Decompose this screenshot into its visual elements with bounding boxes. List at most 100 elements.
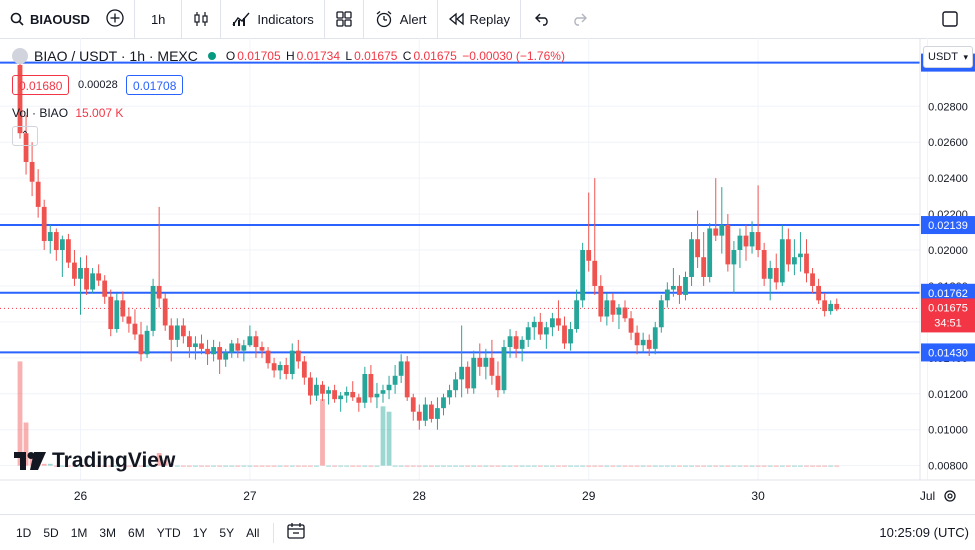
candle-body: [326, 390, 331, 394]
candle: [604, 293, 610, 326]
volume-bar: [622, 465, 628, 467]
range-button-3m[interactable]: 3M: [99, 525, 117, 540]
volume-bar: [259, 465, 265, 467]
volume-bar: [664, 465, 670, 467]
candle: [295, 339, 301, 369]
candle-body: [59, 239, 65, 251]
clock-time[interactable]: 10:25:09 (UTC): [879, 525, 969, 540]
volume-bar: [168, 463, 174, 466]
candle-body: [435, 408, 440, 419]
candle-body: [174, 325, 180, 340]
volume-bar: [610, 465, 616, 467]
volume-bar: [550, 465, 555, 467]
fullscreen-button[interactable]: [925, 0, 975, 38]
candle-body: [17, 64, 23, 134]
volume-bar: [96, 465, 102, 467]
candle: [652, 321, 658, 355]
candle-body: [834, 303, 840, 310]
alert-button[interactable]: Alert: [364, 0, 438, 38]
candle: [96, 264, 102, 286]
goto-date-button[interactable]: [286, 522, 306, 543]
candle-body: [416, 411, 422, 421]
replay-button[interactable]: Replay: [438, 0, 521, 38]
candle: [737, 228, 743, 268]
interval-button[interactable]: 1h: [135, 0, 183, 38]
volume-bar: [779, 465, 785, 467]
candle-body: [828, 303, 834, 312]
candle-body: [622, 307, 628, 319]
candle: [193, 336, 198, 360]
range-button-1d[interactable]: 1D: [16, 525, 32, 540]
volume-bar: [199, 465, 204, 467]
range-button-6m[interactable]: 6M: [128, 525, 145, 540]
candle: [622, 300, 628, 322]
volume-bar: [507, 465, 513, 467]
undo-button[interactable]: [521, 0, 565, 38]
candle: [398, 354, 404, 383]
range-button-all[interactable]: All: [246, 525, 260, 540]
candle: [713, 178, 719, 242]
range-button-5y[interactable]: 5Y: [219, 525, 235, 540]
volume-bar: [205, 465, 210, 467]
candle: [59, 235, 65, 277]
candle: [834, 298, 840, 312]
range-button-5d[interactable]: 5D: [43, 525, 59, 540]
candle-body: [779, 239, 785, 283]
candle: [628, 311, 634, 340]
volume-bar: [731, 465, 737, 467]
time-axis-settings-icon[interactable]: [944, 490, 956, 502]
symbol-search[interactable]: BIAOUSD: [0, 0, 135, 38]
layout-button[interactable]: [325, 0, 364, 38]
buy-price-box[interactable]: 0.01708: [126, 75, 184, 95]
candle-body: [483, 357, 489, 367]
range-button-ytd[interactable]: YTD: [156, 525, 181, 540]
volume-bar: [459, 465, 465, 467]
candle: [259, 341, 265, 358]
candle-body: [193, 343, 198, 348]
last-price-label-bg: [921, 298, 975, 333]
candle: [404, 356, 410, 401]
candle-body: [156, 285, 162, 299]
legend-title[interactable]: BIAO / USDT · 1h · MEXC: [34, 48, 198, 64]
volume-bar: [398, 465, 404, 467]
chart-legend: BIAO / USDT · 1h · MEXC O 0.01705 H 0.0173…: [12, 48, 567, 64]
level-label-bg: [921, 283, 975, 302]
range-button-1y[interactable]: 1Y: [192, 525, 208, 540]
candle: [289, 343, 295, 380]
candle-body: [519, 339, 525, 349]
redo-button[interactable]: [565, 0, 593, 38]
candle-body: [102, 280, 108, 297]
rewind-icon: [448, 12, 464, 26]
candle: [459, 325, 465, 398]
candle: [29, 142, 35, 197]
sell-price-box[interactable]: 0.01680: [12, 75, 70, 95]
candlesticks: [17, 61, 840, 430]
price-chart[interactable]: 0.008000.010000.012000.014000.018000.020…: [0, 38, 975, 514]
chart-type-button[interactable]: [182, 0, 222, 38]
candle-body: [634, 332, 640, 346]
collapse-legend-button[interactable]: ⌃: [12, 126, 38, 146]
currency-select[interactable]: USDT ▾: [923, 46, 973, 68]
candle: [344, 386, 350, 403]
candle: [362, 366, 368, 409]
candle-body: [72, 262, 77, 279]
candle: [217, 341, 223, 374]
volume-bar: [755, 465, 761, 467]
candle-body: [773, 267, 779, 283]
add-symbol-button[interactable]: [106, 8, 124, 30]
candle-body: [725, 224, 731, 265]
volume-bar: [761, 465, 767, 467]
candle: [773, 253, 779, 290]
candle-body: [658, 300, 664, 328]
candle: [683, 271, 688, 301]
candle: [707, 223, 713, 283]
volume-bar: [713, 465, 719, 467]
indicators-button[interactable]: Indicators: [221, 0, 325, 38]
volume-bar: [562, 465, 567, 467]
candle: [162, 293, 168, 331]
volume-bar: [556, 465, 561, 467]
candle-body: [23, 133, 29, 162]
candle: [543, 321, 549, 349]
range-button-1m[interactable]: 1M: [70, 525, 88, 540]
candle: [265, 347, 271, 369]
